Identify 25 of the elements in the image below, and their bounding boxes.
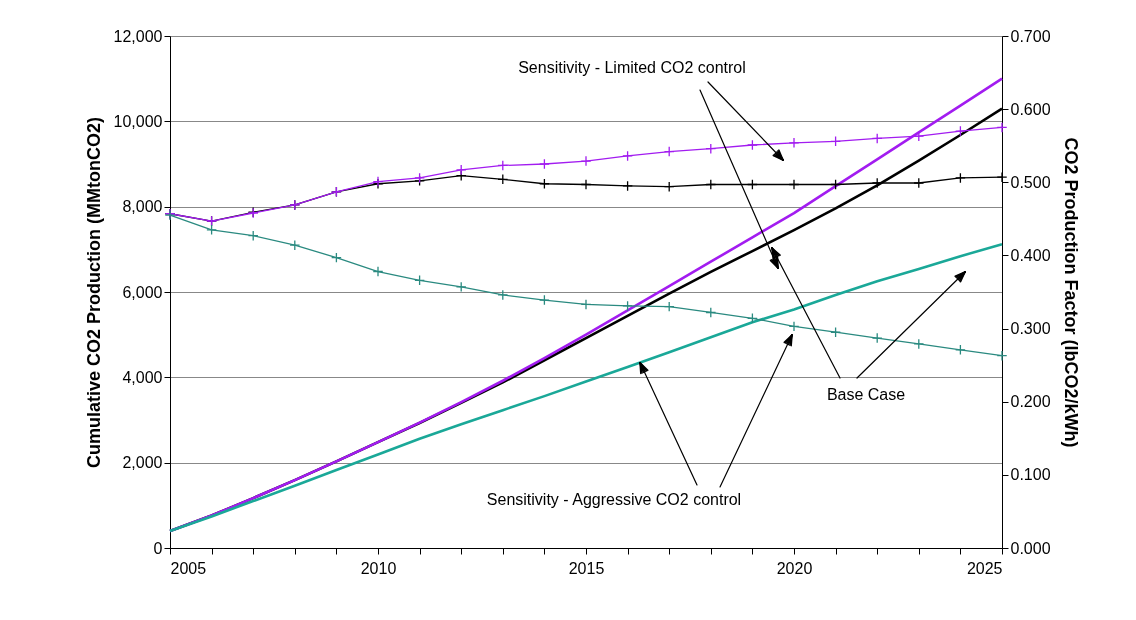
y2-tick-label: 0.500 <box>1010 173 1051 191</box>
annotation: Base Case <box>826 386 906 403</box>
x-tick-label: 2015 <box>568 559 605 577</box>
y-tick-label: 4,000 <box>122 368 163 386</box>
x-tick-label: 2010 <box>360 559 397 577</box>
y2-tick-label: 0.700 <box>1010 27 1051 45</box>
y2-axis-title: CO2 Production Factor (lbCO2/kWh) <box>1060 137 1081 448</box>
y-tick-label: 6,000 <box>122 283 163 301</box>
x-tick-label: 2025 <box>966 559 1003 577</box>
y2-tick-label: 0.100 <box>1010 466 1051 484</box>
y-tick-label: 8,000 <box>122 198 163 216</box>
y2-tick-label: 0.200 <box>1010 393 1051 411</box>
y-tick-label: 0 <box>153 539 163 557</box>
annotation: Sensitivity - Aggressive CO2 control <box>486 491 742 508</box>
x-tick-label: 2020 <box>776 559 813 577</box>
y-tick-label: 12,000 <box>113 27 163 45</box>
y2-tick-label: 0.400 <box>1010 246 1051 264</box>
annotation: Sensitivity - Limited CO2 control <box>518 59 746 76</box>
y2-tick-label: 0.600 <box>1010 100 1051 118</box>
y2-tick-label: 0.000 <box>1010 539 1051 557</box>
y-axis-title: Cumulative CO2 Production (MMtonCO2) <box>83 116 104 468</box>
y-tick-label: 2,000 <box>122 454 163 472</box>
y-tick-label: 10,000 <box>113 112 163 130</box>
y2-tick-label: 0.300 <box>1010 320 1051 338</box>
x-tick-label: 2005 <box>170 559 207 577</box>
